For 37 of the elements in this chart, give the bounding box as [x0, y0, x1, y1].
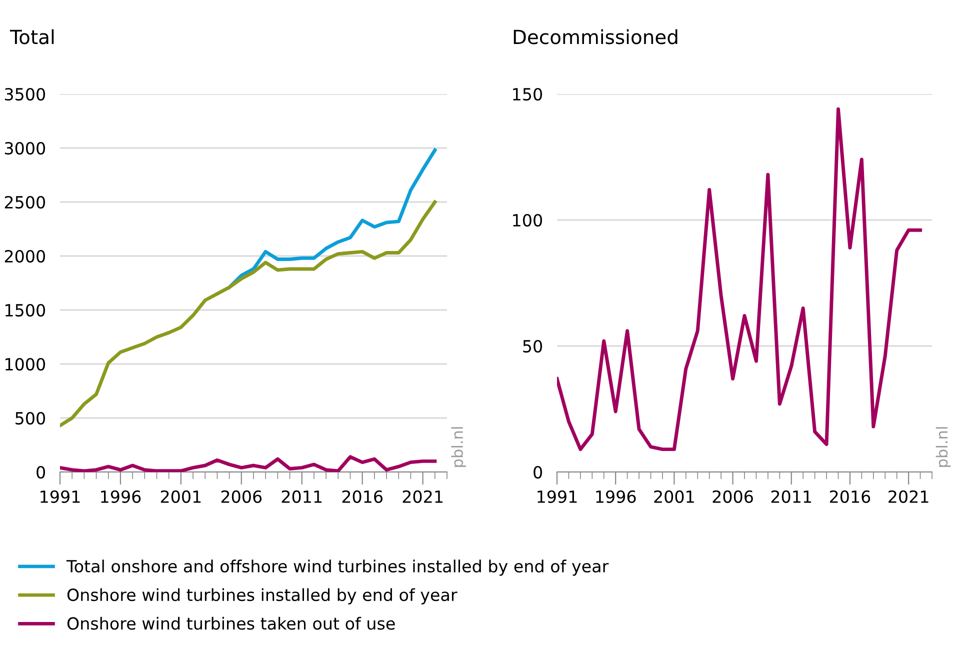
x-tick-label: 1996 — [596, 490, 636, 503]
legend-label: Onshore wind turbines installed by end of year — [67, 588, 458, 604]
x-tick-label: 2011 — [771, 490, 812, 503]
text: pbl.nl — [451, 427, 466, 467]
y-tick-label: 0 — [534, 466, 542, 479]
y-tick-label: 1500 — [6, 304, 46, 317]
y-tick-label: 50 — [523, 340, 542, 353]
y-tick-label: 2000 — [4, 250, 46, 263]
y-tick-label: 0 — [36, 466, 46, 479]
x-tick-label: 2006 — [221, 490, 262, 503]
legend-label: Total onshore and offshore wind turbines installed by end of year — [66, 560, 609, 576]
x-tick-label: 1991 — [538, 490, 577, 503]
x-tick-label: 2001 — [160, 490, 201, 503]
line-series — [557, 107, 922, 452]
line-series — [60, 200, 437, 428]
y-tick-label: 100 — [513, 214, 542, 227]
x-tick-label: 2016 — [830, 490, 870, 503]
x-tick-label: 2021 — [888, 490, 928, 503]
line-series — [60, 455, 437, 472]
chart-title: Total — [10, 29, 54, 44]
y-tick-label: 2500 — [4, 196, 46, 209]
x-tick-label: 1991 — [40, 490, 80, 503]
x-tick-label: 1996 — [101, 490, 141, 503]
text: pbl.nl — [936, 427, 951, 467]
y-tick-label: 500 — [16, 412, 46, 425]
y-tick-label: 3500 — [4, 88, 46, 101]
y-tick-label: 1000 — [6, 358, 46, 371]
x-tick-label: 2006 — [712, 490, 753, 503]
x-tick-label: 2016 — [342, 490, 382, 503]
x-tick-label: 2011 — [282, 490, 322, 503]
x-tick-label: 2001 — [654, 490, 694, 503]
y-tick-label: 150 — [513, 88, 542, 101]
line-series — [228, 148, 437, 290]
y-tick-label: 3000 — [4, 142, 46, 155]
x-tick-label: 2021 — [402, 490, 442, 503]
legend-label: Onshore wind turbines taken out of use — [67, 616, 395, 630]
chart-title: Decommissioned — [514, 29, 678, 44]
